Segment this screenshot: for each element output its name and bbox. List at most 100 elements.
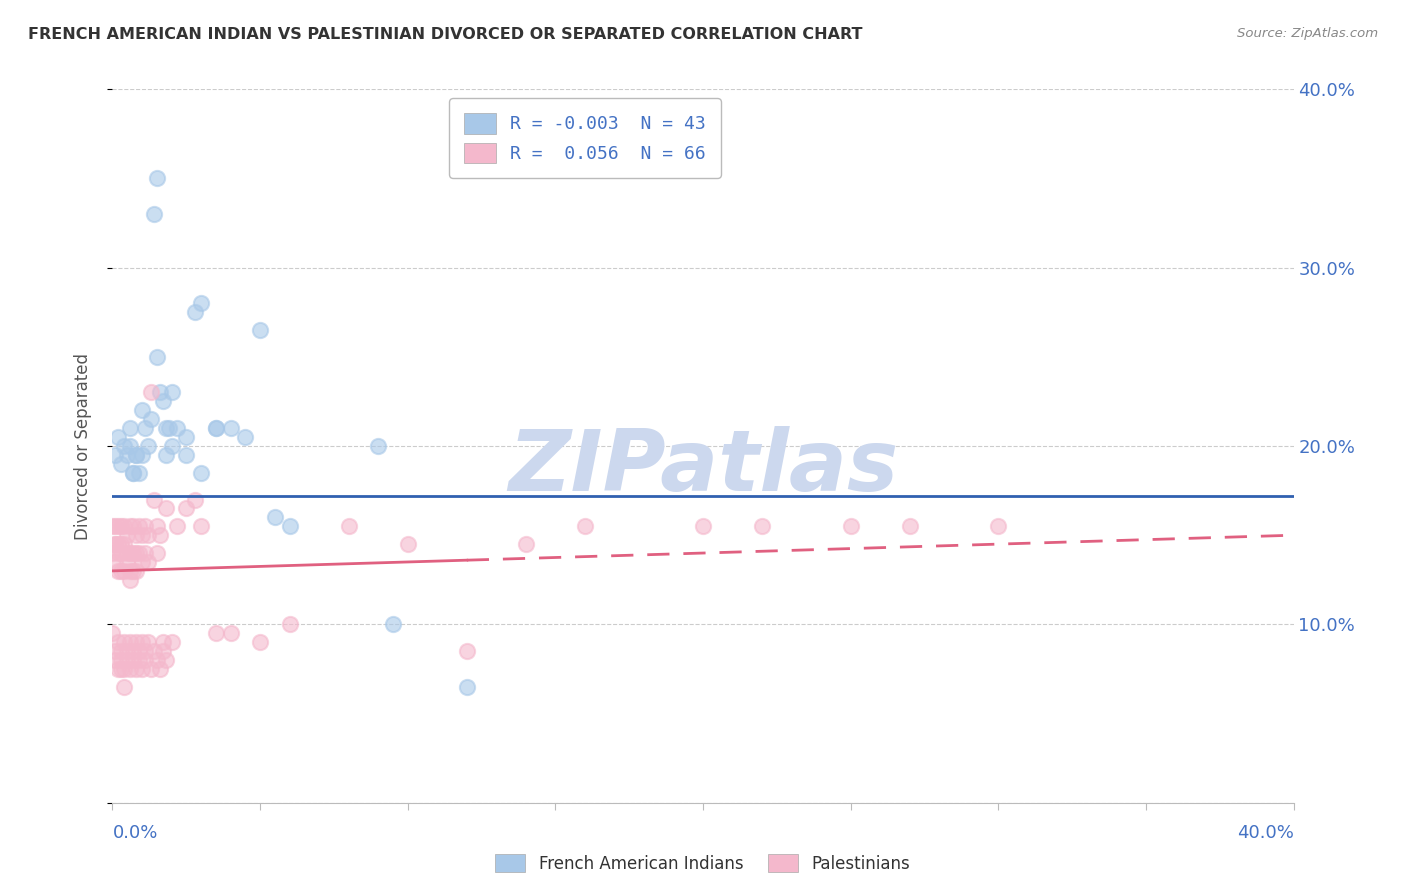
Point bbox=[139, 412, 162, 426]
Point bbox=[160, 635, 183, 649]
Point bbox=[146, 546, 169, 560]
Point bbox=[190, 519, 212, 533]
Point bbox=[219, 626, 242, 640]
Point bbox=[249, 323, 271, 337]
Point bbox=[751, 519, 773, 533]
Point bbox=[125, 635, 148, 649]
Point bbox=[131, 555, 153, 569]
Point bbox=[101, 519, 124, 533]
Point bbox=[122, 564, 145, 578]
Point bbox=[382, 617, 405, 632]
Point bbox=[107, 662, 129, 676]
Legend: French American Indians, Palestinians: French American Indians, Palestinians bbox=[489, 847, 917, 880]
Point bbox=[157, 421, 180, 435]
Point bbox=[110, 519, 132, 533]
Point bbox=[110, 644, 132, 658]
Point bbox=[146, 653, 169, 667]
Point bbox=[136, 528, 159, 542]
Point bbox=[122, 466, 145, 480]
Point bbox=[107, 564, 129, 578]
Point bbox=[160, 385, 183, 400]
Point bbox=[122, 519, 145, 533]
Point bbox=[574, 519, 596, 533]
Point bbox=[107, 519, 129, 533]
Point bbox=[104, 537, 127, 551]
Point bbox=[160, 439, 183, 453]
Point bbox=[839, 519, 862, 533]
Point bbox=[128, 466, 150, 480]
Point bbox=[146, 171, 169, 186]
Point bbox=[134, 644, 156, 658]
Point bbox=[112, 662, 135, 676]
Point bbox=[219, 421, 242, 435]
Point bbox=[149, 662, 172, 676]
Point bbox=[396, 537, 419, 551]
Point bbox=[155, 448, 177, 462]
Point bbox=[692, 519, 714, 533]
Point bbox=[122, 644, 145, 658]
Text: ZIPatlas: ZIPatlas bbox=[508, 425, 898, 509]
Point bbox=[205, 421, 228, 435]
Point bbox=[184, 305, 207, 319]
Point bbox=[107, 635, 129, 649]
Point bbox=[139, 385, 162, 400]
Point bbox=[152, 635, 174, 649]
Point bbox=[120, 546, 142, 560]
Point bbox=[174, 501, 197, 516]
Point bbox=[131, 528, 153, 542]
Point bbox=[107, 546, 129, 560]
Point bbox=[136, 555, 159, 569]
Point bbox=[131, 403, 153, 417]
Point bbox=[190, 296, 212, 310]
Point bbox=[142, 644, 165, 658]
Point bbox=[166, 519, 188, 533]
Point bbox=[149, 385, 172, 400]
Point bbox=[264, 510, 287, 524]
Point bbox=[205, 421, 228, 435]
Point bbox=[104, 653, 127, 667]
Point bbox=[131, 635, 153, 649]
Point bbox=[136, 635, 159, 649]
Text: Source: ZipAtlas.com: Source: ZipAtlas.com bbox=[1237, 27, 1378, 40]
Point bbox=[117, 448, 138, 462]
Point bbox=[249, 635, 271, 649]
Point bbox=[117, 555, 138, 569]
Point bbox=[128, 653, 150, 667]
Point bbox=[367, 439, 389, 453]
Point bbox=[166, 421, 188, 435]
Point bbox=[456, 680, 478, 694]
Point bbox=[110, 653, 132, 667]
Point bbox=[125, 546, 148, 560]
Point bbox=[110, 537, 132, 551]
Legend: R = -0.003  N = 43, R =  0.056  N = 66: R = -0.003 N = 43, R = 0.056 N = 66 bbox=[449, 98, 721, 178]
Point bbox=[101, 546, 124, 560]
Point bbox=[190, 466, 212, 480]
Point bbox=[112, 537, 135, 551]
Point bbox=[142, 492, 165, 507]
Point bbox=[112, 439, 135, 453]
Point bbox=[152, 644, 174, 658]
Point bbox=[107, 430, 129, 444]
Point bbox=[987, 519, 1010, 533]
Point bbox=[125, 662, 148, 676]
Point bbox=[337, 519, 360, 533]
Point bbox=[184, 492, 207, 507]
Point bbox=[278, 519, 301, 533]
Text: FRENCH AMERICAN INDIAN VS PALESTINIAN DIVORCED OR SEPARATED CORRELATION CHART: FRENCH AMERICAN INDIAN VS PALESTINIAN DI… bbox=[28, 27, 863, 42]
Point bbox=[131, 662, 153, 676]
Point bbox=[149, 528, 172, 542]
Point bbox=[174, 430, 197, 444]
Point bbox=[125, 448, 148, 462]
Point bbox=[120, 421, 142, 435]
Point bbox=[125, 448, 148, 462]
Point bbox=[112, 680, 135, 694]
Point bbox=[128, 644, 150, 658]
Point bbox=[128, 546, 150, 560]
Point bbox=[120, 519, 142, 533]
Point bbox=[110, 457, 132, 471]
Point bbox=[120, 573, 142, 587]
Point bbox=[152, 394, 174, 409]
Point bbox=[139, 662, 162, 676]
Point bbox=[898, 519, 921, 533]
Point bbox=[205, 626, 228, 640]
